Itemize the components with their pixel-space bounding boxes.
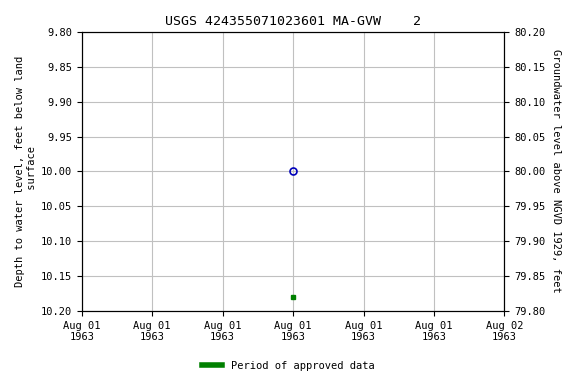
Legend: Period of approved data: Period of approved data bbox=[198, 357, 378, 375]
Title: USGS 424355071023601 MA-GVW    2: USGS 424355071023601 MA-GVW 2 bbox=[165, 15, 421, 28]
Y-axis label: Depth to water level, feet below land
 surface: Depth to water level, feet below land su… bbox=[15, 56, 37, 287]
Y-axis label: Groundwater level above NGVD 1929, feet: Groundwater level above NGVD 1929, feet bbox=[551, 50, 561, 293]
